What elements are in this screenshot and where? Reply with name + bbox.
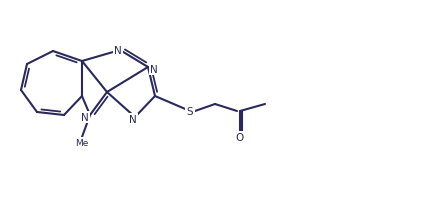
Text: N: N — [129, 115, 137, 124]
Text: N: N — [114, 46, 122, 56]
Text: N: N — [81, 112, 89, 122]
Text: N: N — [150, 65, 158, 75]
Text: S: S — [186, 107, 193, 116]
Text: O: O — [235, 132, 243, 142]
Text: Me: Me — [75, 139, 89, 148]
